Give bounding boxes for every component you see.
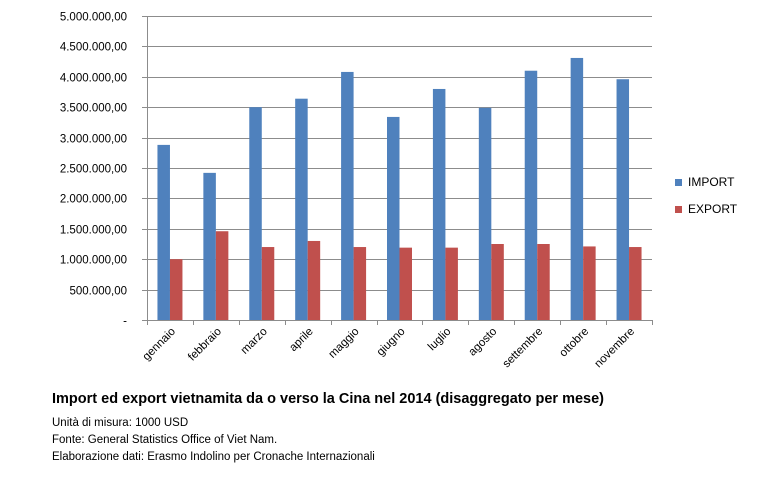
x-tick-label: ottobre — [557, 326, 591, 360]
x-tick-label: giugno — [375, 326, 408, 359]
x-tick-label: luglio — [426, 326, 453, 353]
bar-export-gennaio — [169, 259, 183, 320]
y-tick-label: 1.500.000,00 — [60, 225, 127, 237]
y-tick-label: 4.000.000,00 — [60, 73, 127, 85]
y-tick-label: 3.500.000,00 — [60, 103, 127, 115]
bar-import-aprile — [295, 98, 308, 320]
legend-label-import: IMPORT — [688, 175, 735, 189]
bar-import-ottobre — [570, 57, 584, 321]
bar-export-settembre — [537, 244, 550, 320]
y-tick-label: 1.000.000,00 — [60, 255, 127, 267]
x-tick-labels: gennaio febbraio marzo aprile maggio giugno lu… — [141, 326, 638, 371]
bar-export-giugno — [399, 247, 412, 320]
x-tick-label: agosto — [467, 326, 500, 359]
bar-import-agosto — [478, 107, 492, 320]
x-tick-label: maggio — [327, 326, 362, 361]
bar-import-marzo — [249, 107, 262, 320]
bar-import-maggio — [341, 71, 354, 320]
bar-export-luglio — [445, 247, 458, 320]
unit-note: Unità di misura: 1000 USD — [52, 417, 189, 429]
y-tick-label: 3.000.000,00 — [60, 134, 127, 146]
chart-title: Import ed export vietnamita da o verso l… — [52, 391, 604, 407]
bar-import-giugno — [387, 116, 400, 320]
y-tick-label: - — [123, 316, 127, 328]
x-tick-label: gennaio — [141, 326, 178, 363]
axes — [142, 16, 653, 325]
bar-import-novembre — [616, 79, 630, 321]
bar-import-settembre — [524, 70, 538, 320]
x-tick-label: febbraio — [186, 326, 224, 364]
x-tick-label: settembre — [501, 326, 546, 371]
bar-export-novembre — [629, 247, 642, 320]
y-tick-label: 500.000,00 — [69, 286, 127, 298]
bar-chart: - 500.000,00 1.000.000,00 1.500.000,00 2.000… — [60, 12, 738, 371]
y-tick-label: 2.500.000,00 — [60, 164, 127, 176]
bar-export-maggio — [353, 247, 367, 320]
bars — [157, 57, 642, 321]
bar-import-gennaio — [157, 144, 170, 320]
bar-export-marzo — [261, 247, 275, 320]
source-note: Fonte: General Statistics Office of Viet… — [52, 434, 278, 446]
legend-label-export: EXPORT — [688, 202, 738, 216]
bar-export-agosto — [491, 244, 504, 320]
bar-import-luglio — [432, 88, 446, 321]
x-tick-label: marzo — [239, 326, 270, 357]
legend-swatch-import — [675, 179, 682, 186]
x-tick-label: novembre — [593, 326, 638, 371]
bar-export-ottobre — [583, 246, 596, 320]
x-tick-label: aprile — [287, 326, 315, 354]
legend: IMPORT EXPORT — [675, 175, 738, 216]
bar-export-febbraio — [215, 231, 229, 320]
y-tick-label: 4.500.000,00 — [60, 42, 127, 54]
y-tick-labels: - 500.000,00 1.000.000,00 1.500.000,00 2.000… — [60, 12, 127, 328]
elaboration-note: Elaborazione dati: Erasmo Indolino per C… — [52, 451, 375, 463]
bar-export-aprile — [307, 240, 321, 320]
bar-import-febbraio — [203, 172, 216, 320]
y-tick-label: 5.000.000,00 — [60, 12, 127, 24]
y-tick-label: 2.000.000,00 — [60, 194, 127, 206]
legend-swatch-export — [675, 206, 682, 213]
